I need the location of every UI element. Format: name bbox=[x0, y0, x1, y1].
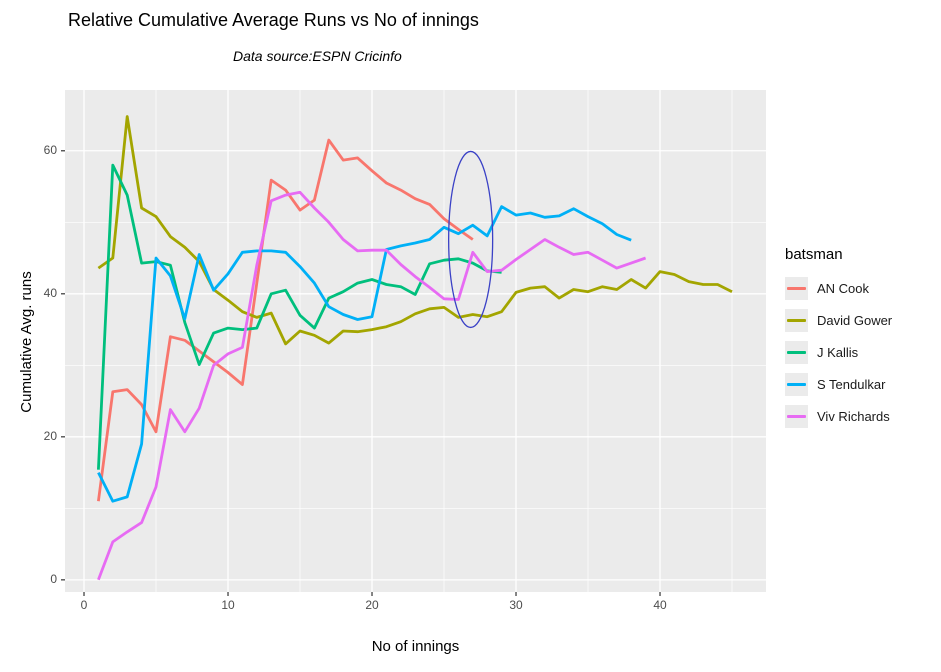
legend-entry-david-gower: David Gower bbox=[785, 309, 892, 332]
y-tick-label-0: 0 bbox=[50, 571, 57, 586]
x-tick-label-40: 40 bbox=[653, 598, 667, 612]
legend-key-line bbox=[787, 287, 806, 290]
series-line-an-cook bbox=[97, 138, 474, 502]
series-line-s-tendulkar bbox=[97, 205, 632, 503]
y-tick-label-60: 60 bbox=[43, 142, 57, 157]
chart-subtitle: Data source:ESPN Cricinfo bbox=[233, 48, 402, 64]
legend-key-swatch bbox=[785, 373, 808, 396]
legend-title: batsman bbox=[785, 246, 843, 263]
x-tick-label-0: 0 bbox=[80, 598, 88, 612]
plot-area: 0 10 20 30 40 0 20 40 60 bbox=[44, 90, 766, 612]
legend-label: Viv Richards bbox=[817, 409, 890, 424]
highlight-ellipse-annotation bbox=[448, 150, 494, 329]
legend-key-line bbox=[787, 351, 806, 354]
legend-label: S Tendulkar bbox=[817, 377, 886, 392]
legend-key-line bbox=[787, 415, 806, 418]
legend: batsman AN Cook David Gower J Kallis S Tend… bbox=[785, 246, 892, 437]
y-tick-label-20: 20 bbox=[43, 428, 57, 443]
legend-entry-viv-richards: Viv Richards bbox=[785, 405, 892, 428]
legend-entry-j-kallis: J Kallis bbox=[785, 341, 892, 364]
y-axis-title: Cumulative Avg. runs bbox=[18, 271, 35, 413]
legend-key-swatch bbox=[785, 277, 808, 300]
legend-label: J Kallis bbox=[817, 345, 859, 360]
x-tick-label-20: 20 bbox=[365, 598, 379, 612]
chart-title: Relative Cumulative Average Runs vs No o… bbox=[68, 10, 479, 30]
legend-key-line bbox=[787, 383, 806, 386]
series-line-david-gower bbox=[97, 115, 733, 346]
x-tick-label-30: 30 bbox=[509, 598, 523, 612]
legend-entry-s-tendulkar: S Tendulkar bbox=[785, 373, 892, 396]
x-axis-title: No of innings bbox=[371, 638, 460, 655]
legend-key-swatch bbox=[785, 341, 808, 364]
legend-entry-an-cook: AN Cook bbox=[785, 277, 892, 300]
legend-label: David Gower bbox=[817, 313, 893, 328]
legend-key-swatch bbox=[785, 309, 808, 332]
series-line-viv-richards bbox=[97, 190, 647, 581]
legend-key-swatch bbox=[785, 405, 808, 428]
plot-panel-svg bbox=[61, 90, 766, 596]
series-line-j-kallis bbox=[97, 163, 502, 470]
y-tick-label-40: 40 bbox=[43, 285, 57, 300]
legend-entries: AN Cook David Gower J Kallis S Tendulkar Viv… bbox=[785, 277, 892, 428]
x-tick-label-10: 10 bbox=[221, 598, 235, 612]
legend-label: AN Cook bbox=[817, 281, 870, 296]
legend-key-line bbox=[787, 319, 806, 322]
